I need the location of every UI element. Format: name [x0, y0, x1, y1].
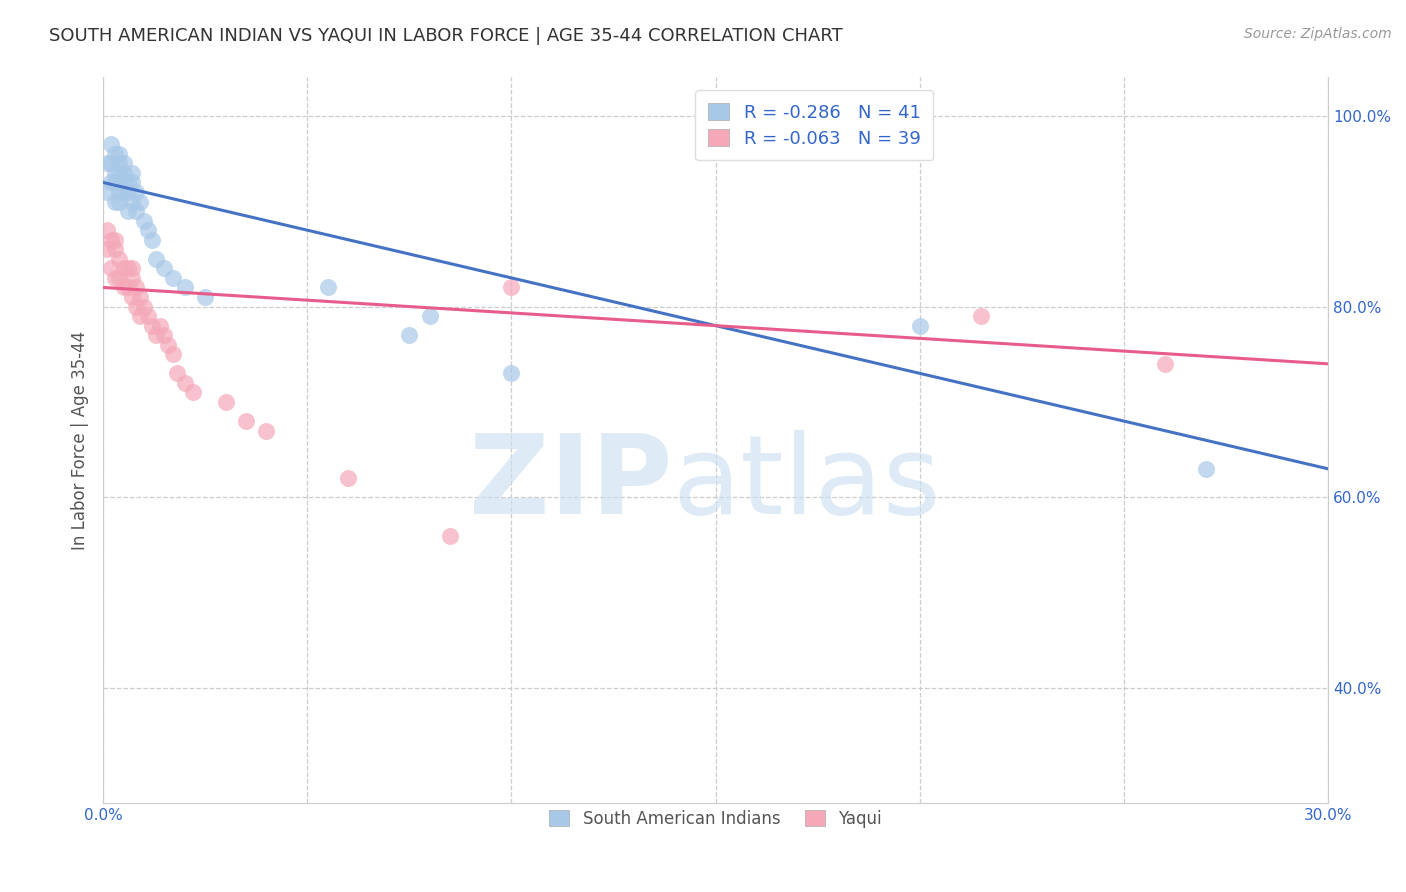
Point	[128, 309, 150, 323]
Point	[108, 166, 131, 180]
Point	[214, 395, 236, 409]
Point	[117, 176, 139, 190]
Point	[132, 213, 155, 227]
Point	[121, 176, 143, 190]
Text: atlas: atlas	[672, 430, 941, 537]
Point	[145, 328, 167, 343]
Point	[117, 204, 139, 219]
Point	[117, 185, 139, 199]
Point	[128, 290, 150, 304]
Point	[125, 185, 148, 199]
Point	[121, 271, 143, 285]
Point	[162, 347, 184, 361]
Point	[136, 223, 159, 237]
Point	[96, 242, 118, 256]
Point	[173, 280, 195, 294]
Point	[316, 280, 339, 294]
Point	[96, 223, 118, 237]
Legend: South American Indians, Yaqui: South American Indians, Yaqui	[543, 803, 889, 835]
Point	[337, 471, 360, 485]
Point	[439, 529, 461, 543]
Point	[419, 309, 441, 323]
Point	[970, 309, 993, 323]
Point	[112, 185, 135, 199]
Point	[104, 176, 127, 190]
Point	[112, 261, 135, 276]
Point	[121, 166, 143, 180]
Point	[108, 194, 131, 209]
Point	[100, 233, 122, 247]
Point	[100, 176, 122, 190]
Point	[112, 176, 135, 190]
Point	[141, 318, 163, 333]
Point	[235, 414, 257, 428]
Point	[121, 290, 143, 304]
Text: SOUTH AMERICAN INDIAN VS YAQUI IN LABOR FORCE | AGE 35-44 CORRELATION CHART: SOUTH AMERICAN INDIAN VS YAQUI IN LABOR …	[49, 27, 844, 45]
Point	[104, 271, 127, 285]
Point	[256, 424, 278, 438]
Point	[104, 166, 127, 180]
Point	[1194, 462, 1216, 476]
Point	[398, 328, 420, 343]
Point	[166, 367, 188, 381]
Point	[153, 328, 176, 343]
Point	[108, 156, 131, 170]
Point	[121, 261, 143, 276]
Point	[132, 300, 155, 314]
Point	[141, 233, 163, 247]
Point	[501, 367, 523, 381]
Point	[125, 300, 148, 314]
Point	[108, 271, 131, 285]
Point	[128, 194, 150, 209]
Point	[108, 146, 131, 161]
Point	[112, 280, 135, 294]
Point	[501, 280, 523, 294]
Text: Source: ZipAtlas.com: Source: ZipAtlas.com	[1244, 27, 1392, 41]
Point	[104, 194, 127, 209]
Point	[117, 280, 139, 294]
Point	[908, 318, 931, 333]
Point	[112, 166, 135, 180]
Point	[121, 194, 143, 209]
Point	[136, 309, 159, 323]
Point	[153, 261, 176, 276]
Point	[104, 242, 127, 256]
Point	[149, 318, 172, 333]
Point	[104, 233, 127, 247]
Point	[108, 252, 131, 266]
Point	[125, 280, 148, 294]
Point	[173, 376, 195, 390]
Point	[104, 146, 127, 161]
Point	[100, 137, 122, 152]
Point	[112, 156, 135, 170]
Point	[1153, 357, 1175, 371]
Point	[100, 261, 122, 276]
Point	[96, 185, 118, 199]
Point	[145, 252, 167, 266]
Y-axis label: In Labor Force | Age 35-44: In Labor Force | Age 35-44	[72, 331, 89, 549]
Point	[96, 156, 118, 170]
Point	[108, 185, 131, 199]
Point	[181, 385, 204, 400]
Point	[100, 156, 122, 170]
Point	[117, 261, 139, 276]
Point	[194, 290, 217, 304]
Point	[157, 337, 180, 351]
Point	[125, 204, 148, 219]
Text: ZIP: ZIP	[470, 430, 672, 537]
Point	[162, 271, 184, 285]
